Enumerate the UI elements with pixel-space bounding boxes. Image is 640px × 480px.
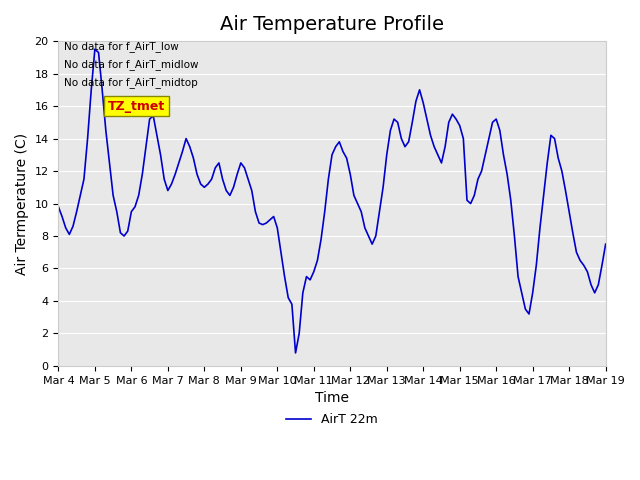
AirT 22m (602, 241, 609, 247)
AirT 22m (598, 263, 606, 268)
AirT 22m (408, 120, 416, 125)
Line: AirT 22m: AirT 22m (58, 49, 605, 353)
Text: No data for f_AirT_low: No data for f_AirT_low (64, 41, 179, 52)
Legend: AirT 22m: AirT 22m (281, 408, 383, 431)
Text: TZ_tmet: TZ_tmet (108, 99, 165, 113)
AirT 22m (292, 350, 300, 356)
AirT 22m (252, 209, 259, 215)
AirT 22m (91, 47, 99, 52)
AirT 22m (54, 204, 62, 210)
AirT 22m (394, 120, 401, 125)
AirT 22m (328, 152, 336, 158)
Text: No data for f_AirT_midtop: No data for f_AirT_midtop (64, 77, 198, 88)
Y-axis label: Air Termperature (C): Air Termperature (C) (15, 132, 29, 275)
AirT 22m (445, 120, 452, 125)
Text: No data for f_AirT_midlow: No data for f_AirT_midlow (64, 59, 198, 70)
X-axis label: Time: Time (315, 391, 349, 405)
Title: Air Temperature Profile: Air Temperature Profile (220, 15, 444, 34)
